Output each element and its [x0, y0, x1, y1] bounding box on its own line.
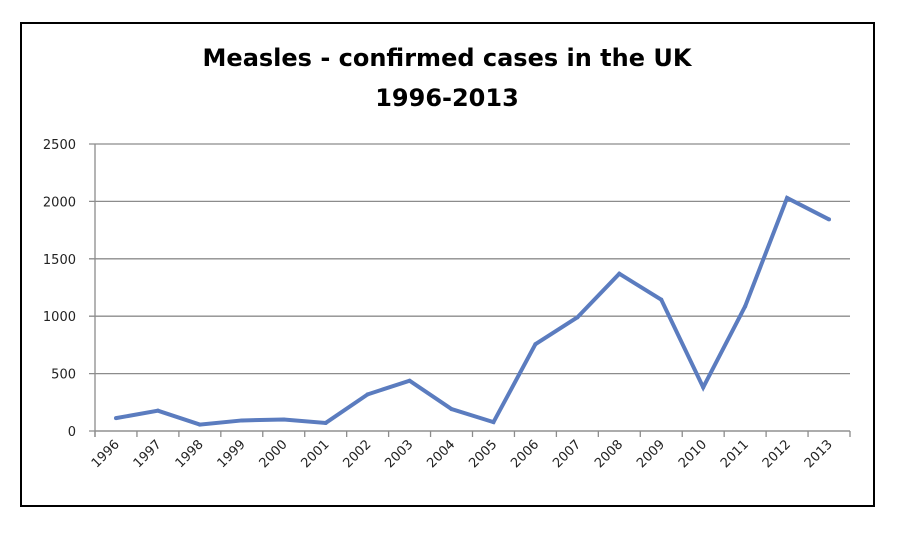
y-axis: 0 500 1000 1500 2000 2500 — [43, 138, 96, 440]
x-tick-label: 1999 — [215, 437, 249, 471]
chart-frame — [20, 22, 875, 507]
x-tick-label: 1996 — [89, 437, 123, 471]
x-tick-label: 2009 — [634, 437, 668, 471]
data-point-2011 — [743, 304, 748, 309]
x-tick-label: 2003 — [382, 437, 416, 471]
x-tick-label: 2010 — [676, 437, 710, 471]
data-point-2006 — [533, 342, 538, 347]
x-tick-label: 2006 — [508, 437, 542, 471]
x-tick-label: 2013 — [802, 437, 836, 471]
x-tick-label: 2012 — [760, 437, 794, 471]
y-tick-label: 500 — [51, 368, 76, 383]
x-tick-label: 2008 — [592, 437, 626, 471]
x-axis: 1996 1997 1998 1999 2000 2001 2002 2003 2004 2005… — [89, 430, 851, 471]
chart-subtitle: 1996-2013 — [375, 84, 519, 112]
data-point-2004 — [449, 407, 454, 412]
y-tick-label: 0 — [68, 425, 76, 440]
y-tick-label: 2000 — [43, 195, 76, 210]
data-point-2010 — [701, 385, 706, 390]
x-tick-label: 2007 — [550, 437, 584, 471]
series-group — [113, 195, 832, 427]
x-tick-label: 1998 — [173, 437, 207, 471]
y-tick-label: 1000 — [43, 310, 76, 325]
data-point-2013 — [827, 217, 832, 222]
x-tick-label: 1997 — [131, 437, 165, 471]
data-point-2000 — [281, 417, 286, 422]
data-point-2005 — [491, 420, 496, 425]
x-tick-label: 2005 — [466, 437, 500, 471]
series-line-0 — [115, 195, 830, 427]
data-point-2002 — [365, 392, 370, 397]
x-tick-label: 2001 — [299, 437, 333, 471]
x-tick-label: 2004 — [424, 437, 458, 471]
data-point-2008 — [617, 271, 622, 276]
data-point-2007 — [575, 315, 580, 320]
data-point-2003 — [407, 378, 412, 383]
data-point-1998 — [197, 422, 202, 427]
data-point-1996 — [113, 416, 118, 421]
gridlines — [89, 143, 850, 432]
data-point-2001 — [323, 420, 328, 425]
x-tick-label: 2011 — [718, 437, 752, 471]
data-point-2012 — [785, 195, 790, 200]
data-point-2009 — [659, 297, 664, 302]
x-tick-label: 2002 — [340, 437, 374, 471]
data-point-1997 — [155, 408, 160, 413]
data-point-1999 — [239, 418, 244, 423]
x-tick-label: 2000 — [257, 437, 291, 471]
y-tick-label: 1500 — [43, 253, 76, 268]
chart-title: Measles - confirmed cases in the UK — [203, 44, 693, 72]
y-tick-label: 2500 — [43, 138, 76, 153]
